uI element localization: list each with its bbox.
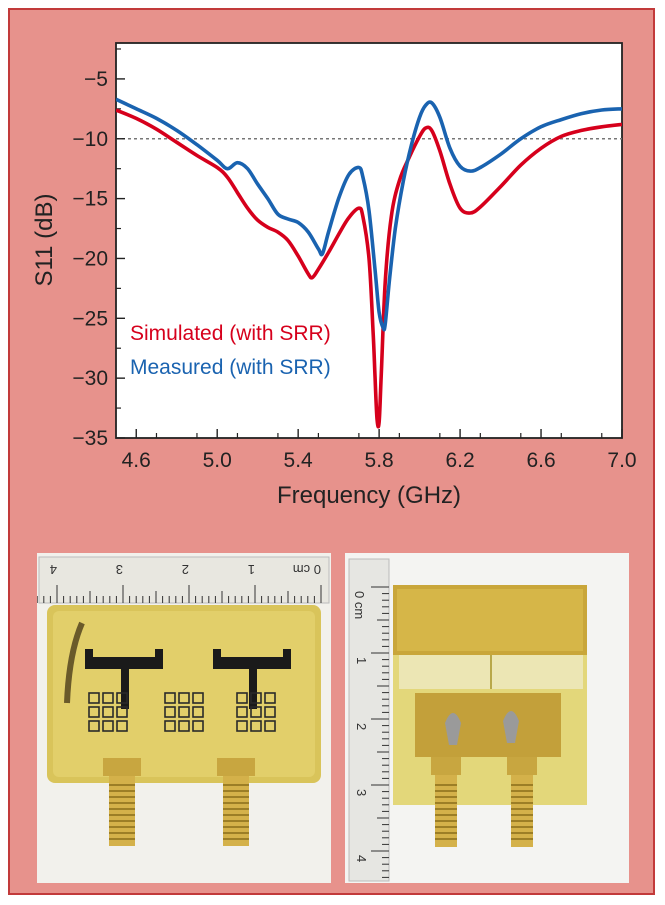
antenna-front-illustration: 4 3 2 1 0 cm <box>37 553 331 883</box>
plot-area <box>115 42 623 439</box>
feed-line-icon <box>64 621 85 704</box>
x-axis-label: Frequency (GHz) <box>277 482 461 509</box>
ruler-number: 0 cm <box>352 591 367 619</box>
x-tick-label: 7.0 <box>607 449 636 472</box>
ruler-number: 2 <box>354 723 369 730</box>
x-tick-label: 6.2 <box>445 449 474 472</box>
legend-measured: Measured (with SRR) <box>130 356 331 379</box>
y-tick-label: −35 <box>72 427 108 450</box>
antenna-photo-back: 0 cm 1 2 3 4 <box>345 553 629 883</box>
y-tick-label: −30 <box>72 367 108 390</box>
sma-connector-back-right <box>507 757 537 847</box>
ruler-number: 1 <box>248 562 255 577</box>
solder-joint-left-icon <box>445 713 461 745</box>
srr-cells <box>88 692 276 732</box>
y-tick-label: −15 <box>72 188 108 211</box>
y-tick-label: −25 <box>72 307 108 330</box>
antenna-element-right <box>213 649 291 709</box>
x-tick-label: 5.8 <box>365 449 394 472</box>
y-tick-label: −20 <box>72 247 108 270</box>
x-tick-label: 5.4 <box>284 449 314 472</box>
ruler-number: 4 <box>354 855 369 862</box>
y-tick-label: −5 <box>84 68 108 91</box>
x-tick-label: 4.6 <box>122 449 151 472</box>
s11-line-chart: 4.6 5.0 5.4 5.8 6.2 6.6 7.0 −5 −10 −15 −20 −25 −30 −3… <box>31 42 637 509</box>
antenna-back-illustration: 0 cm 1 2 3 4 <box>345 553 629 883</box>
antenna-photo-front: 4 3 2 1 0 cm <box>37 553 331 883</box>
ruler-number: 0 cm <box>293 562 321 577</box>
y-tick-label: −10 <box>72 128 108 151</box>
antenna-element-left <box>85 649 163 709</box>
y-axis-label: S11 (dB) <box>31 194 58 287</box>
ruler-number: 2 <box>182 562 189 577</box>
ruler-number: 3 <box>116 562 123 577</box>
series-line-simulated <box>116 108 622 429</box>
ruler-vertical <box>348 558 390 882</box>
ruler-number: 3 <box>354 789 369 796</box>
solder-joint-right-icon <box>503 711 519 743</box>
sma-connector-right <box>217 758 255 846</box>
x-tick-label: 6.6 <box>526 449 555 472</box>
series-line-measured <box>116 97 622 332</box>
ground-plane-bottom <box>415 693 561 757</box>
legend-simulated: Simulated (with SRR) <box>130 322 331 345</box>
ruler-number: 4 <box>50 562 57 577</box>
sma-connector-left <box>103 758 141 846</box>
x-tick-label: 5.0 <box>203 449 232 472</box>
ruler-horizontal <box>38 556 330 604</box>
ruler-number: 1 <box>354 657 369 664</box>
sma-connector-back-left <box>431 757 461 847</box>
